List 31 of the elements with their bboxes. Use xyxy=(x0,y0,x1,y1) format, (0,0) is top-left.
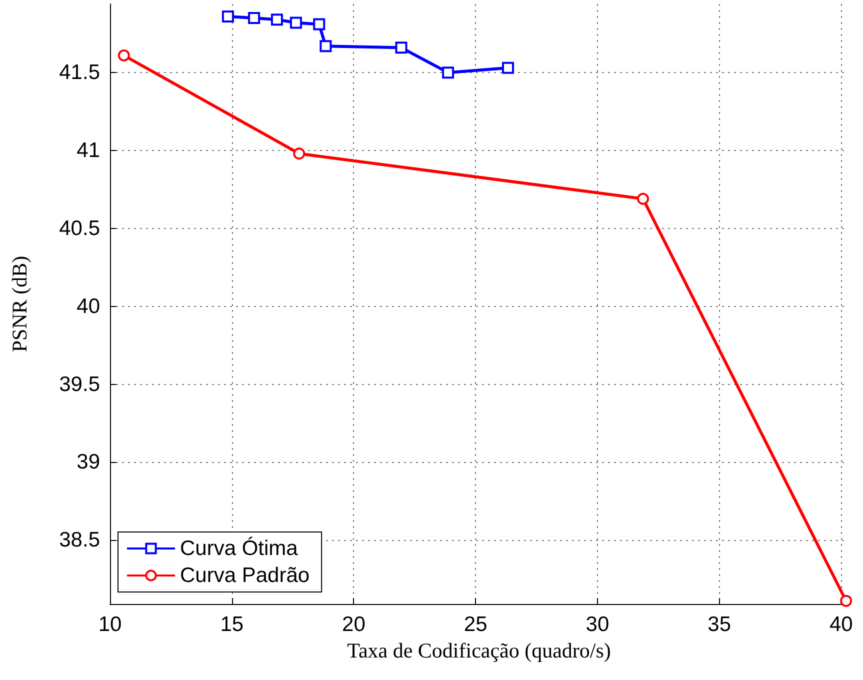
y-tick-label: 39 xyxy=(76,450,100,474)
x-axis-title: Taxa de Codificação (quadro/s) xyxy=(347,638,611,662)
point xyxy=(313,18,326,30)
point xyxy=(395,42,408,54)
x-tick-label: 40 xyxy=(829,613,853,636)
x-tick-label: 25 xyxy=(464,613,488,636)
point xyxy=(502,62,514,74)
point xyxy=(637,192,650,205)
x-tick-label: 30 xyxy=(586,613,610,636)
x-tick-label: 10 xyxy=(98,613,122,636)
y-tick-label: 41.5 xyxy=(59,61,100,84)
y-tick-label: 40.5 xyxy=(59,216,100,240)
point xyxy=(840,594,852,607)
y-tick-label: 39.5 xyxy=(59,372,100,396)
legend-label: Curva Ótima xyxy=(180,536,298,560)
point xyxy=(248,12,260,24)
y-tick-label: 40 xyxy=(76,294,100,318)
point xyxy=(222,10,234,22)
legend-label: Curva Padrão xyxy=(180,564,310,587)
point xyxy=(320,40,332,52)
point xyxy=(293,148,306,160)
point xyxy=(270,14,283,26)
y-tick-label: 41 xyxy=(76,138,100,162)
x-tick-label: 20 xyxy=(342,613,366,636)
point xyxy=(118,49,130,62)
point xyxy=(290,16,302,29)
x-tick-label: 15 xyxy=(220,613,244,636)
point xyxy=(442,66,454,79)
y-axis-title: PSNR (dB) xyxy=(8,256,32,352)
x-tick-label: 35 xyxy=(708,613,731,636)
y-tick-label: 38.5 xyxy=(59,528,100,552)
